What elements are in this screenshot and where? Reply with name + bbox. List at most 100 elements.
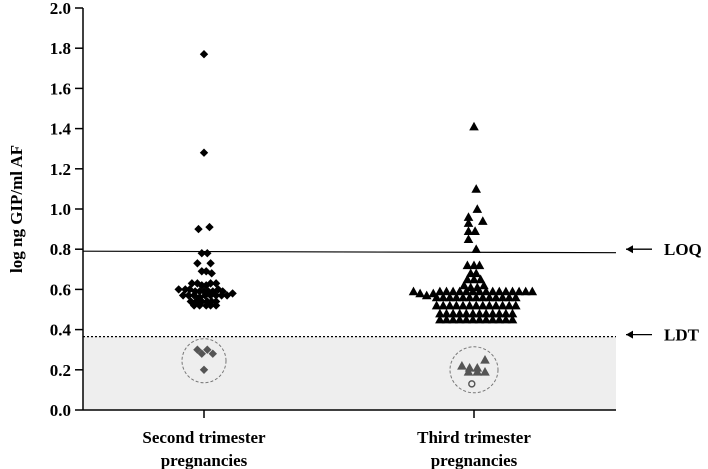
data-point	[454, 314, 465, 324]
data-point	[199, 148, 209, 157]
ref-line-loq	[82, 250, 617, 254]
data-point	[206, 259, 215, 268]
below-ldt-point	[199, 365, 209, 374]
data-point	[472, 204, 483, 213]
ref-label-ldt: LDT	[664, 326, 700, 345]
data-point	[435, 314, 445, 324]
data-point	[469, 121, 479, 131]
data-point	[451, 292, 462, 302]
category-label: pregnancies	[431, 451, 518, 469]
data-point	[431, 300, 442, 310]
data-point	[511, 300, 521, 310]
y-tick-label: 2.0	[50, 0, 71, 18]
data-point	[507, 314, 518, 324]
data-point	[468, 308, 478, 318]
category-label: Third trimester	[417, 428, 531, 447]
data-point	[194, 224, 203, 234]
y-tick-label: 1.4	[50, 120, 72, 139]
data-point	[445, 292, 455, 302]
below-ldt-circles	[181, 338, 499, 394]
data-point	[461, 286, 472, 296]
data-point	[469, 274, 479, 284]
data-point	[435, 286, 445, 296]
data-point	[193, 259, 202, 268]
below-ldt-point	[203, 345, 212, 354]
data-point	[481, 308, 491, 318]
ref-arrow-head	[626, 245, 633, 254]
below-ldt-point	[480, 367, 490, 376]
data-point	[211, 301, 221, 310]
data-point	[494, 314, 505, 324]
data-point	[474, 260, 485, 270]
data-point	[501, 314, 511, 324]
data-point	[448, 286, 458, 296]
below-ldt-open-point	[468, 380, 476, 388]
data-point	[195, 287, 204, 296]
data-point	[491, 292, 501, 302]
data-point	[408, 286, 419, 296]
data-point	[475, 274, 486, 284]
data-point	[448, 314, 458, 324]
ref-label-loq: LOQ	[664, 240, 702, 259]
reference-lines	[82, 245, 652, 339]
data-point	[441, 308, 452, 318]
below-ldt-point	[472, 367, 483, 376]
data-point	[441, 286, 452, 296]
data-point	[501, 308, 511, 318]
data-point	[462, 274, 473, 284]
axes	[75, 7, 616, 418]
data-point	[471, 244, 481, 254]
data-point	[206, 279, 215, 288]
below-ldt-point	[193, 345, 202, 354]
data-point	[494, 308, 505, 318]
data-point	[487, 314, 498, 324]
data-point	[471, 292, 481, 302]
data-point	[228, 289, 237, 298]
ref-arrow-head	[626, 330, 633, 339]
data-point	[199, 50, 209, 59]
y-tick-label: 1.6	[50, 79, 71, 98]
data-point	[487, 286, 498, 296]
data-point	[462, 260, 473, 270]
data-point	[454, 286, 465, 296]
data-point	[206, 291, 215, 300]
data-point	[448, 308, 458, 318]
data-point	[481, 286, 491, 296]
data-point	[478, 292, 488, 302]
below-ldt-point	[197, 349, 206, 358]
data-point	[197, 249, 206, 258]
data-point	[205, 222, 214, 232]
below-ldt-point	[208, 349, 217, 358]
below-ldt-point	[463, 367, 474, 376]
data-point	[435, 308, 445, 318]
data-point	[497, 292, 508, 302]
y-tick-label: 1.8	[50, 39, 71, 58]
data-point	[464, 292, 475, 302]
data-point	[189, 301, 199, 310]
labels: 0.0 0.2 0.4 0.6 0.8 1.0 1.2 1.4 1.6 1.8 2.0 log ng …	[7, 0, 702, 469]
data-point	[202, 301, 211, 310]
data-point	[206, 301, 215, 310]
data-points	[174, 50, 538, 388]
data-point	[461, 308, 472, 318]
data-point	[463, 218, 474, 227]
data-point	[507, 286, 518, 296]
data-point	[197, 267, 206, 276]
data-point	[487, 308, 498, 318]
data-point	[438, 292, 448, 302]
data-point	[451, 300, 462, 310]
data-point	[474, 314, 485, 324]
data-point	[207, 269, 216, 278]
data-point	[211, 291, 221, 300]
data-point	[484, 300, 495, 310]
data-point	[441, 314, 452, 324]
data-point	[461, 314, 472, 324]
data-point	[474, 286, 485, 296]
below-ldt-point	[480, 354, 490, 364]
data-point	[504, 300, 514, 310]
data-point	[474, 308, 485, 318]
y-tick-label: 1.2	[50, 160, 71, 179]
data-point	[174, 285, 183, 294]
data-point	[463, 212, 474, 221]
data-point	[478, 216, 488, 225]
